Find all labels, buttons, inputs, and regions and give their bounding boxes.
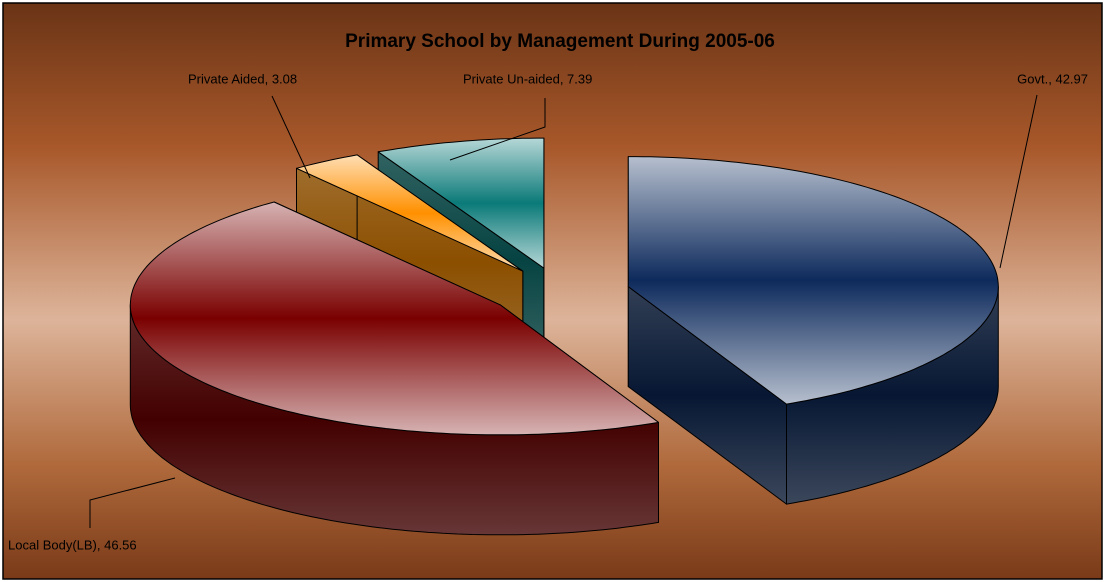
data-label: Govt., 42.97 [1017,71,1088,86]
data-label: Local Body(LB), 46.56 [8,537,137,552]
chart-title: Primary School by Management During 2005… [345,31,775,52]
data-label: Private Aided, 3.08 [188,71,297,86]
pie-slice [377,137,545,269]
leader-line [449,98,546,161]
pie [129,137,999,536]
pie-slice [129,201,659,436]
leader-line [999,94,1038,269]
leader-line [271,95,311,179]
pie-slice [627,156,999,405]
leader-lines [89,94,1038,528]
leader-line [89,477,176,528]
data-label: Private Un-aided, 7.39 [463,71,592,86]
pie-slice [296,154,524,272]
